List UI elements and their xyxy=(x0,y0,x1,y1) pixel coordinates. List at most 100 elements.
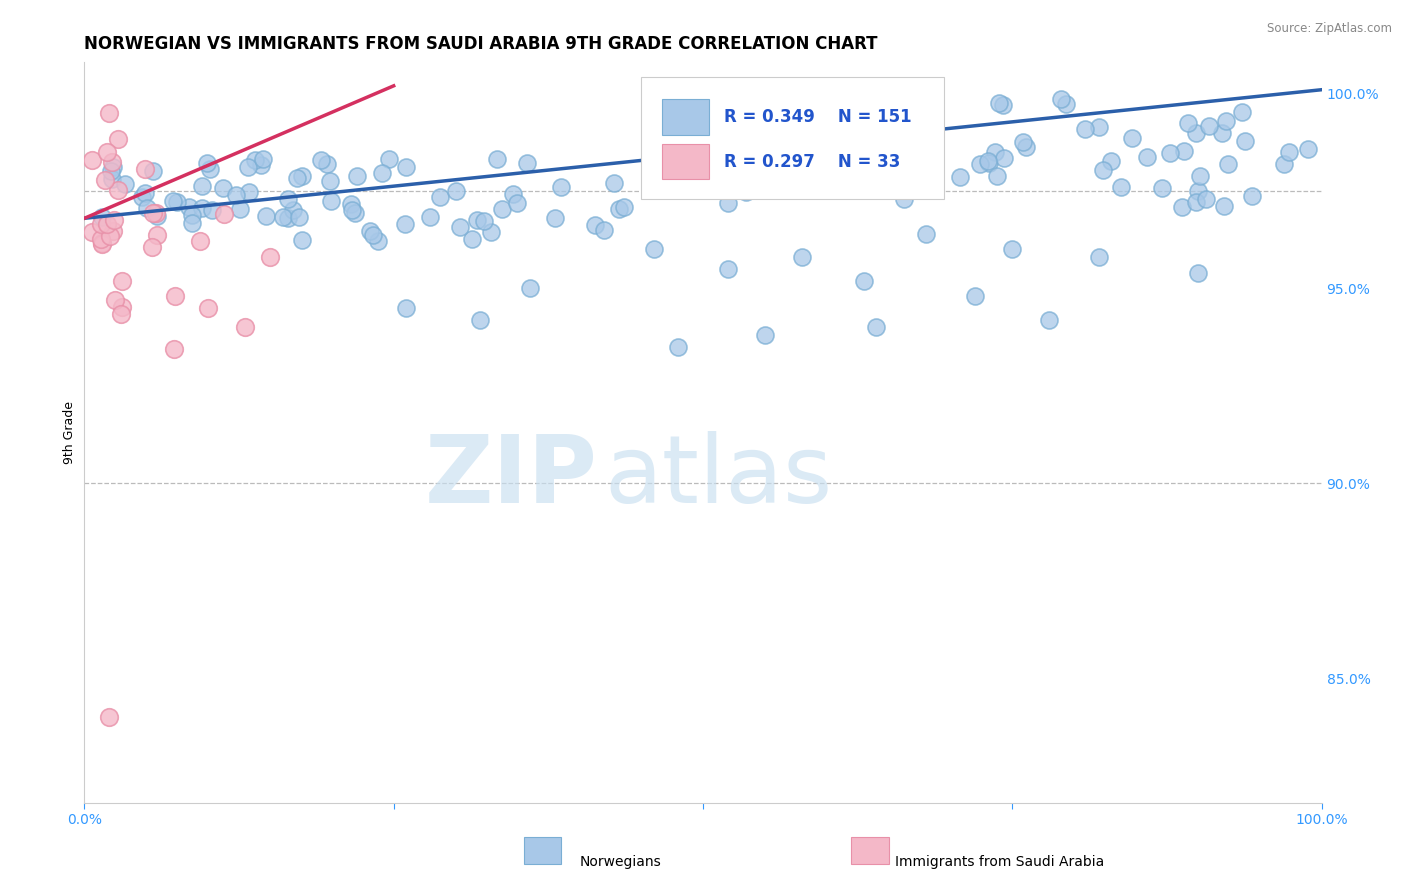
Point xyxy=(233,320,256,334)
Point xyxy=(111,274,134,288)
Point xyxy=(243,153,266,168)
Point xyxy=(979,156,1001,170)
Point xyxy=(882,124,904,138)
Point xyxy=(107,183,129,197)
Point xyxy=(863,168,886,182)
Point xyxy=(228,202,250,216)
Point xyxy=(201,203,224,218)
Point xyxy=(1215,114,1237,128)
Point xyxy=(1001,243,1024,257)
Point xyxy=(1189,169,1212,184)
Point xyxy=(852,274,875,288)
Point xyxy=(666,340,689,354)
Point xyxy=(986,169,1008,183)
Point xyxy=(717,262,740,277)
Text: Norwegians: Norwegians xyxy=(579,855,661,869)
Point xyxy=(987,96,1010,111)
Point xyxy=(479,225,502,239)
Point xyxy=(1173,145,1195,159)
Point xyxy=(101,172,124,186)
Point xyxy=(472,214,495,228)
Point xyxy=(285,170,308,185)
Point xyxy=(252,152,274,166)
Point xyxy=(794,129,817,144)
Point xyxy=(1109,179,1132,194)
Point xyxy=(318,174,340,188)
Point xyxy=(339,197,361,211)
Point xyxy=(1011,135,1033,149)
Point xyxy=(114,177,136,191)
Point xyxy=(1038,312,1060,326)
Point xyxy=(1099,154,1122,169)
Point xyxy=(82,153,104,168)
Text: R = 0.297    N = 33: R = 0.297 N = 33 xyxy=(724,153,900,170)
Point xyxy=(1195,192,1218,206)
Point xyxy=(904,153,927,167)
Point xyxy=(1184,127,1206,141)
Point xyxy=(104,293,127,308)
Point xyxy=(607,202,630,216)
Point xyxy=(145,227,167,242)
Point xyxy=(254,209,277,223)
Point xyxy=(359,224,381,238)
Point xyxy=(1150,181,1173,195)
Point xyxy=(142,206,165,220)
Point xyxy=(949,170,972,185)
Point xyxy=(969,157,991,171)
Point xyxy=(1187,184,1209,198)
Point xyxy=(110,307,132,321)
Text: Immigrants from Saudi Arabia: Immigrants from Saudi Arabia xyxy=(894,855,1104,869)
FancyBboxPatch shape xyxy=(641,78,945,200)
Point xyxy=(96,217,118,231)
Point xyxy=(1187,266,1209,280)
Point xyxy=(90,237,112,252)
Point xyxy=(100,228,122,243)
Point xyxy=(134,161,156,176)
Point xyxy=(100,164,122,178)
Point xyxy=(146,209,169,223)
Point xyxy=(603,177,626,191)
Point xyxy=(271,210,294,224)
Point xyxy=(825,104,848,119)
Point xyxy=(141,240,163,254)
Point xyxy=(1211,126,1233,140)
Point xyxy=(848,143,870,157)
Point xyxy=(145,206,167,220)
Point xyxy=(419,211,441,225)
Point xyxy=(1198,119,1220,133)
Point xyxy=(90,232,112,246)
Point xyxy=(103,213,125,227)
Point xyxy=(583,219,606,233)
Point xyxy=(136,201,159,215)
Point xyxy=(734,185,756,199)
Point xyxy=(1278,145,1301,159)
Point xyxy=(643,243,665,257)
Point xyxy=(1296,142,1319,156)
Point xyxy=(1050,92,1073,106)
Point xyxy=(131,190,153,204)
Point xyxy=(91,210,114,224)
Point xyxy=(134,186,156,201)
Point xyxy=(96,145,118,160)
Point xyxy=(912,142,935,156)
Point xyxy=(198,161,221,176)
Point xyxy=(309,153,332,167)
Point xyxy=(94,172,117,186)
Point xyxy=(249,158,271,172)
Point xyxy=(180,208,202,222)
Point xyxy=(236,160,259,174)
Point xyxy=(1171,201,1194,215)
Point xyxy=(1088,250,1111,264)
Point xyxy=(180,216,202,230)
Point xyxy=(907,84,929,98)
Point xyxy=(103,224,125,238)
Point xyxy=(90,218,112,232)
Point xyxy=(142,164,165,178)
Point xyxy=(465,213,488,227)
Point xyxy=(277,211,299,225)
Point xyxy=(429,190,451,204)
Point xyxy=(877,128,900,142)
FancyBboxPatch shape xyxy=(523,837,561,863)
Text: R = 0.349    N = 151: R = 0.349 N = 151 xyxy=(724,108,911,127)
Point xyxy=(238,186,260,200)
